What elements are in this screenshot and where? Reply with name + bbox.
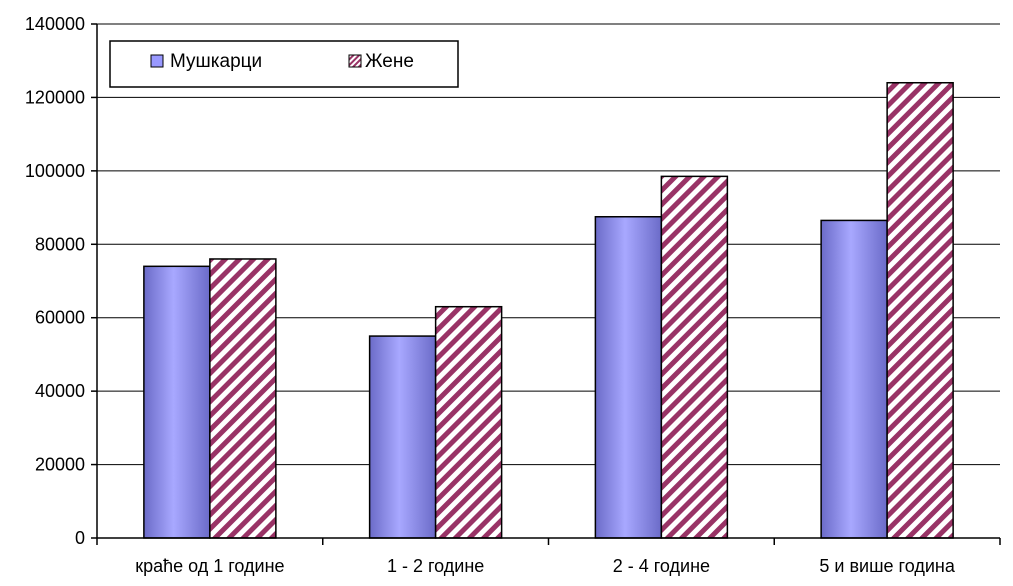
legend: Мушкарци Жене <box>109 40 459 88</box>
legend-box <box>109 40 459 88</box>
bar-men <box>594 216 663 539</box>
legend-swatch-men <box>150 54 164 68</box>
x-tick-label: 2 - 4 године <box>613 556 710 576</box>
y-tick-label: 40000 <box>35 381 85 401</box>
bar-women <box>434 305 503 539</box>
x-tick-label: краће од 1 године <box>135 556 284 576</box>
y-tick-label: 80000 <box>35 234 85 254</box>
axes <box>91 23 1001 545</box>
tick-labels: 0 20000 40000 60000 80000 100000 120000 140000 к… <box>25 14 956 576</box>
y-tick-label: 120000 <box>25 87 85 107</box>
legend-label-men: Мушкарци <box>170 51 262 72</box>
legend-label-women: Жене <box>365 51 414 72</box>
bar-men <box>820 219 888 539</box>
bar-women <box>886 81 954 539</box>
y-tick-label: 140000 <box>25 14 85 34</box>
legend-swatch-women <box>348 54 362 68</box>
y-tick-label: 60000 <box>35 308 85 328</box>
x-tick-label: 5 и више година <box>819 556 955 576</box>
bar-women <box>660 175 729 539</box>
y-tick-label: 20000 <box>35 455 85 475</box>
bar-men <box>368 335 437 539</box>
y-tick-label: 100000 <box>25 161 85 181</box>
bar-men <box>143 265 211 539</box>
bars <box>143 81 954 539</box>
x-tick-label: 1 - 2 године <box>387 556 484 576</box>
bar-women <box>209 258 277 539</box>
y-tick-label: 0 <box>75 528 85 548</box>
